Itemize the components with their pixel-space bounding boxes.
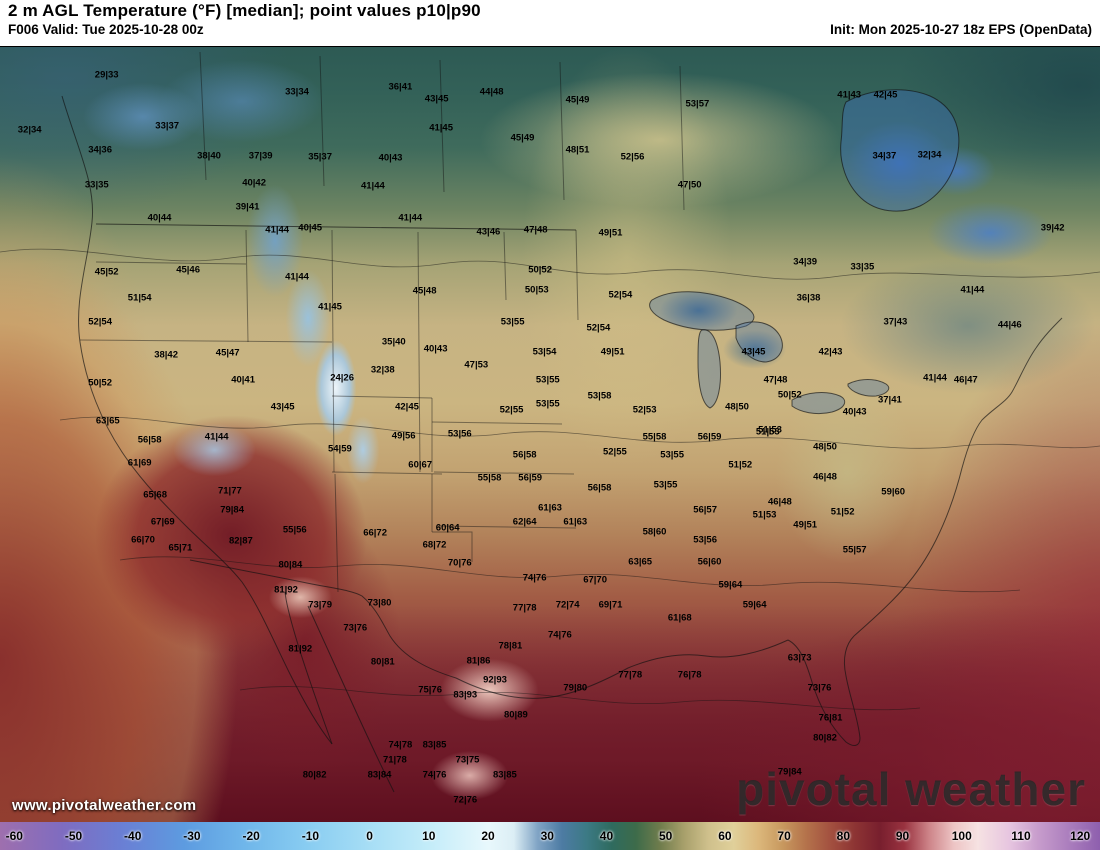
brand-watermark: pivotal weather — [736, 763, 1086, 815]
colorbar-ticks: -60 -50 -40 -30 -20 -10 0 10 20 30 40 50 60 70 80 90 100… — [0, 822, 1100, 850]
colorbar-tick-label: 90 — [895, 829, 910, 843]
colorbar-tick-label: 30 — [540, 829, 554, 843]
map-header: 2 m AGL Temperature (°F) [median]; point… — [0, 0, 1100, 46]
colorbar-tick-label: 40 — [599, 829, 614, 843]
colorbar-tick-label: -50 — [64, 829, 83, 843]
init-time-label: Init: Mon 2025-10-27 18z EPS (OpenData) — [830, 22, 1092, 37]
colorbar-tick-label: -40 — [124, 829, 142, 843]
map-title: 2 m AGL Temperature (°F) [median]; point… — [8, 1, 481, 20]
colorbar-tick-label: 110 — [1011, 829, 1031, 843]
colorbar-tick-label: 100 — [951, 829, 972, 843]
colorbar-tick-label: 0 — [366, 829, 373, 843]
colorbar-tick-label: -10 — [301, 829, 320, 843]
colorbar-tick-label: 20 — [481, 829, 495, 843]
site-watermark: www.pivotalweather.com — [12, 797, 197, 814]
colorbar-tick-label: 50 — [658, 829, 673, 843]
valid-time-label: F006 Valid: Tue 2025-10-28 00z — [8, 22, 204, 37]
colorbar: -60 -50 -40 -30 -20 -10 0 10 20 30 40 50 60 70 80 90 100… — [0, 822, 1100, 850]
colorbar-gradient — [0, 822, 1100, 850]
colorbar-tick-label: -20 — [242, 829, 260, 843]
colorbar-tick-label: 70 — [777, 829, 791, 843]
temperature-map-surface[interactable] — [0, 46, 1100, 822]
colorbar-tick-label: 60 — [718, 829, 732, 843]
colorbar-tick-label: 120 — [1070, 829, 1091, 843]
colorbar-tick-label: -30 — [183, 829, 201, 843]
colorbar-tick-label: 10 — [422, 829, 436, 843]
colorbar-tick-label: -60 — [5, 829, 23, 843]
colorbar-tick-label: 80 — [836, 829, 851, 843]
